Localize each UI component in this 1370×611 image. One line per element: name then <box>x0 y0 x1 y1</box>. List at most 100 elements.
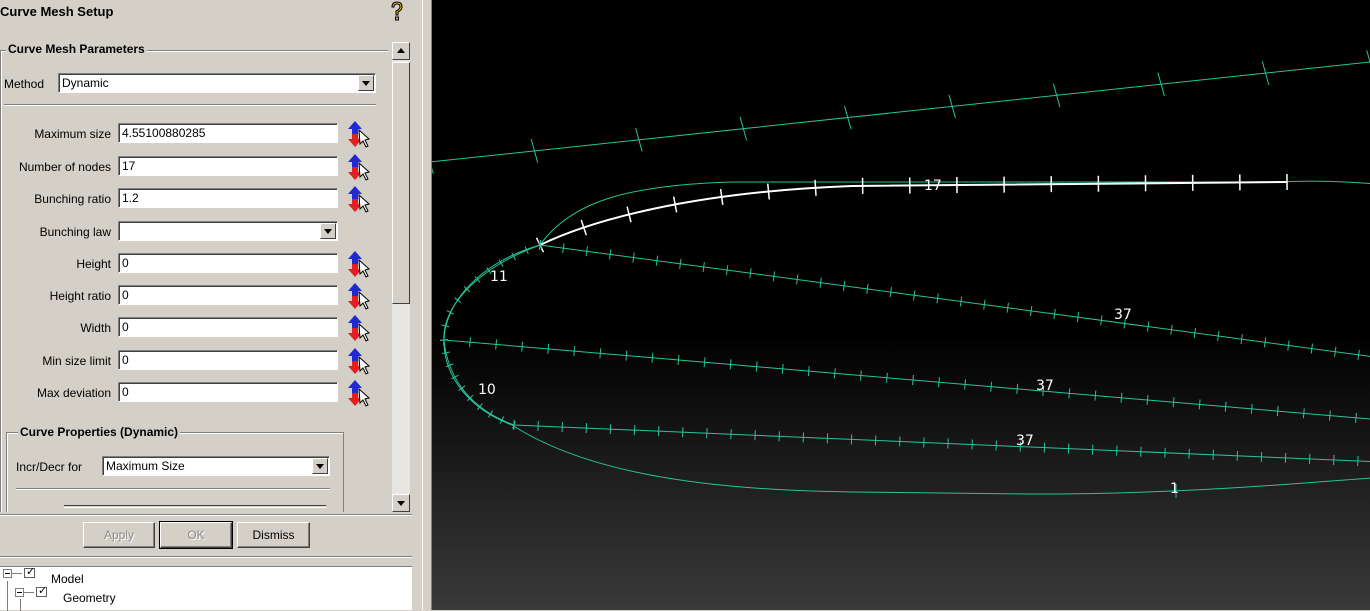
panel-splitter[interactable] <box>422 0 432 610</box>
mesh-node-tick <box>626 351 627 361</box>
select-curve-arrows-icon[interactable] <box>344 184 372 214</box>
selected-curve-17[interactable] <box>540 182 1287 245</box>
vertical-scrollbar[interactable] <box>392 42 410 512</box>
mesh-node-tick <box>782 364 783 374</box>
bunching-law-label: Bunching law <box>40 225 111 239</box>
mesh-node-tick <box>574 346 575 356</box>
mesh-canvas[interactable]: 17 11 37 10 37 37 1 <box>432 0 1370 610</box>
collapse-icon[interactable] <box>15 588 24 597</box>
divider <box>16 488 330 490</box>
mesh-node-tick <box>1264 337 1265 347</box>
select-curve-arrows-icon[interactable] <box>344 152 372 182</box>
chevron-down-icon[interactable] <box>312 458 328 474</box>
mesh-curve-11[interactable] <box>444 245 540 340</box>
select-curve-arrows-icon[interactable] <box>344 281 372 311</box>
mesh-node-tick <box>1147 322 1148 332</box>
mesh-node-tick <box>522 342 523 352</box>
mesh-node-tick <box>1329 411 1330 421</box>
collapse-icon[interactable] <box>3 569 12 578</box>
mesh-node-tick <box>726 265 727 275</box>
mesh-node-tick <box>773 271 774 281</box>
incr-decr-select[interactable]: Maximum Size <box>102 456 330 476</box>
max-deviation-input[interactable]: 0 <box>118 382 338 402</box>
incr-decr-label: Incr/Decr for <box>16 460 82 474</box>
select-curve-arrows-icon[interactable] <box>344 249 372 279</box>
select-curve-arrows-icon[interactable] <box>344 313 372 343</box>
mesh-curve-37-upper[interactable] <box>540 245 1370 358</box>
mesh-node-tick <box>965 379 966 389</box>
mesh-node-tick <box>703 262 704 272</box>
mesh-node-tick <box>756 362 757 372</box>
scroll-up-icon[interactable] <box>392 42 410 60</box>
select-curve-arrows-icon[interactable] <box>344 119 372 149</box>
divider <box>4 104 376 106</box>
divider <box>0 556 412 558</box>
mesh-node-tick <box>834 368 835 378</box>
height-ratio-label: Height ratio <box>50 289 111 303</box>
mesh-node-tick <box>1054 309 1055 319</box>
mesh-node-tick <box>1171 325 1172 335</box>
checkbox-icon[interactable] <box>24 568 35 578</box>
mesh-node-tick <box>1251 404 1252 414</box>
chevron-down-icon[interactable] <box>320 223 336 239</box>
maximum-size-input[interactable]: 4.55100880285 <box>118 123 338 143</box>
mesh-node-tick <box>1017 384 1018 394</box>
mesh-node-tick <box>913 375 914 385</box>
height-ratio-input[interactable]: 0 <box>118 285 338 305</box>
number-of-nodes-input[interactable]: 17 <box>118 156 338 176</box>
mesh-node-tick <box>1101 315 1102 325</box>
curve-mesh-parameters-title: Curve Mesh Parameters <box>6 42 147 56</box>
dismiss-button[interactable]: Dismiss <box>237 522 310 548</box>
bunching-law-select[interactable] <box>118 221 338 241</box>
tree-connector <box>12 573 22 574</box>
tree-item-geometry[interactable]: Geometry <box>63 591 116 605</box>
mesh-node-tick <box>1007 303 1008 313</box>
bunching-ratio-input[interactable]: 1.2 <box>118 188 338 208</box>
mesh-node-tick <box>1241 334 1242 344</box>
width-input[interactable]: 0 <box>118 317 338 337</box>
select-curve-arrows-icon[interactable] <box>344 378 372 408</box>
mesh-curve-37-middle[interactable] <box>444 340 1370 420</box>
min-size-limit-input[interactable]: 0 <box>118 350 338 370</box>
mesh-node-tick <box>496 339 497 349</box>
mesh-curve-37-lower[interactable] <box>514 425 1370 462</box>
mesh-node-tick <box>1225 402 1226 412</box>
mesh-node-tick <box>678 355 679 365</box>
graphics-viewport[interactable]: 17 11 37 10 37 37 1 <box>432 0 1370 610</box>
mesh-node-tick <box>860 371 861 381</box>
mesh-node-tick <box>843 281 844 291</box>
chevron-down-icon[interactable] <box>358 75 374 91</box>
height-label: Height <box>76 257 111 271</box>
mesh-node-tick <box>797 275 798 285</box>
mesh-node-tick <box>867 284 868 294</box>
mesh-curve-top[interactable] <box>432 62 1370 162</box>
help-question-icon[interactable] <box>388 0 406 22</box>
mesh-node-tick <box>730 359 731 369</box>
checkbox-icon[interactable] <box>36 587 47 597</box>
selected-node-tick <box>768 184 770 200</box>
selected-node-tick <box>815 180 816 196</box>
maximum-size-label: Maximum size <box>34 127 111 141</box>
scroll-thumb[interactable] <box>392 62 410 304</box>
curve-label: 1 <box>1170 481 1179 497</box>
ok-button[interactable]: OK <box>160 522 232 548</box>
height-input[interactable]: 0 <box>118 253 338 273</box>
slider-track[interactable] <box>64 505 326 508</box>
tree-item-model[interactable]: Model <box>51 572 84 586</box>
method-select[interactable]: Dynamic <box>58 73 376 93</box>
mesh-node-tick <box>548 344 549 354</box>
mesh-node-tick <box>808 366 809 376</box>
dialog-title: Curve Mesh Setup <box>0 4 113 19</box>
apply-button[interactable]: Apply <box>83 522 155 548</box>
mesh-node-tick <box>1173 397 1174 407</box>
curve-label: 37 <box>1036 378 1054 394</box>
scroll-down-icon[interactable] <box>392 494 410 512</box>
mesh-node-tick <box>1335 347 1336 357</box>
mesh-node-tick <box>1311 344 1312 354</box>
curve-mesh-setup-panel: Curve Mesh Setup Curve Mesh Parameters M… <box>0 0 422 610</box>
mesh-node-tick <box>890 287 891 297</box>
method-value: Dynamic <box>62 76 109 90</box>
mesh-node-tick <box>1147 395 1148 405</box>
mesh-node-tick <box>1356 413 1357 423</box>
select-curve-arrows-icon[interactable] <box>344 346 372 376</box>
